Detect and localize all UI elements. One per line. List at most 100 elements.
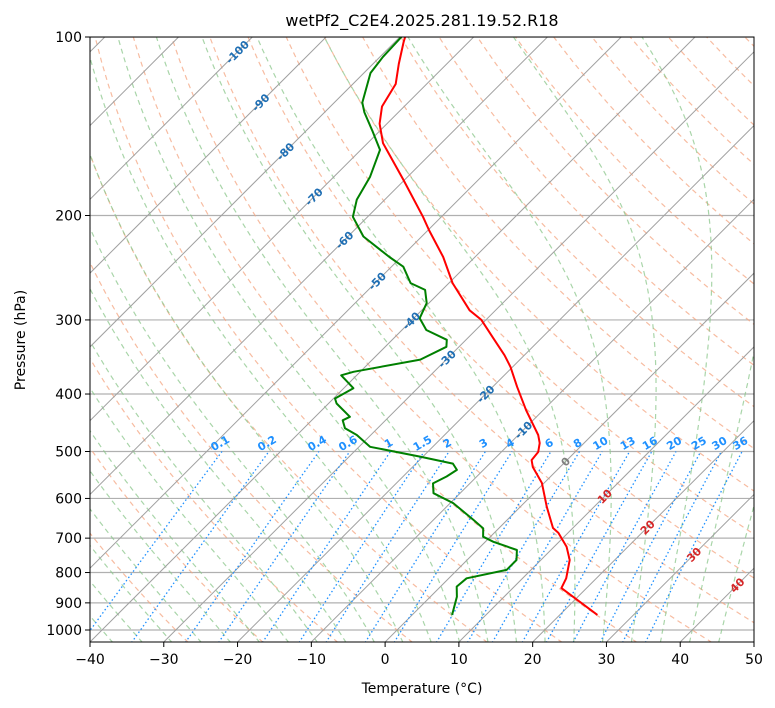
dry-adiabat — [209, 37, 754, 624]
moist-adiabat — [90, 287, 347, 642]
mixing-ratio-line — [521, 451, 631, 642]
dry-adiabat — [706, 37, 754, 87]
profiles — [334, 37, 598, 616]
x-tick-label: 0 — [381, 652, 390, 668]
x-tick-label: 30 — [598, 652, 616, 668]
dry-adiabat — [90, 357, 339, 642]
dry-adiabat — [90, 532, 189, 642]
mixing-ratio-label: 10 — [591, 434, 611, 453]
isotherm — [90, 37, 696, 642]
dry-adiabat — [94, 37, 563, 642]
moist-adiabat — [90, 386, 290, 642]
isotherm — [90, 37, 622, 569]
mixing-ratio-label: 25 — [689, 434, 709, 453]
mixing-ratio-line — [90, 451, 223, 632]
moist-adiabat — [90, 507, 202, 642]
moist-adiabat — [90, 54, 432, 642]
mixing-ratio-label: 8 — [571, 436, 584, 451]
isotherm — [384, 272, 754, 642]
x-tick-label: 50 — [745, 652, 763, 668]
mixing-ratio-label: 6 — [543, 436, 556, 451]
dry-adiabat — [362, 37, 754, 450]
x-tick-label: 20 — [524, 652, 542, 668]
x-axis: −40 −30 −20 −10 0 10 20 30 40 50 — [75, 642, 763, 668]
y-tick-label: 200 — [55, 209, 82, 225]
mixing-ratio-line — [545, 451, 653, 642]
isotherm — [90, 37, 327, 274]
plot-frame — [89, 36, 755, 643]
moist-adiabat — [641, 37, 713, 642]
mixing-ratio-label: 13 — [618, 434, 638, 453]
dry-adiabat — [591, 37, 754, 205]
x-tick-label: 40 — [671, 652, 689, 668]
chart-title: wetPf2_C2E4.2025.281.19.52.R18 — [285, 11, 558, 31]
dry-adiabat — [247, 37, 754, 579]
mixing-ratio-line — [435, 451, 552, 642]
moist-adiabat — [90, 429, 261, 642]
isotherm-label: -80 — [274, 140, 297, 163]
y-tick-label: 300 — [55, 313, 82, 329]
y-axis-label: Pressure (hPa) — [13, 290, 29, 390]
isotherm — [90, 37, 548, 496]
mixing-ratio-label: 0.1 — [209, 433, 232, 454]
x-tick-label: 10 — [450, 652, 468, 668]
dry-adiabat — [515, 37, 754, 285]
moist-adiabat — [90, 339, 318, 642]
mixing-ratio-label: 0.4 — [305, 433, 329, 454]
dry-adiabat — [629, 37, 754, 166]
isotherm — [90, 37, 253, 201]
mixing-ratio-line — [298, 451, 425, 642]
dry-adiabat — [476, 37, 754, 326]
isotherm — [531, 419, 754, 642]
mixing-ratio-label: 3 — [477, 436, 490, 451]
dewpoint-profile-line — [334, 37, 518, 616]
moist-adiabat — [90, 469, 231, 642]
moist-adiabat — [323, 37, 576, 642]
line-labels: 0.1 0.2 0.4 0.6 1 1.5 2 3 4 6 8 10 13 16 20 25 30 36-100-… — [209, 38, 751, 596]
y-tick-label: 400 — [55, 387, 82, 403]
moist-adiabat — [90, 544, 173, 642]
mixing-ratio-line — [262, 451, 392, 642]
mixing-ratio-label: 36 — [730, 434, 750, 453]
mixing-ratio-line — [572, 451, 677, 642]
mixing-ratio-line — [393, 451, 513, 642]
isotherm — [605, 493, 754, 642]
dry-adiabat — [90, 261, 414, 642]
moist-adiabat — [201, 37, 518, 642]
mixing-ratio-line — [325, 451, 450, 642]
moist-adiabat — [90, 580, 143, 642]
moist-adiabat — [117, 37, 461, 642]
moist-adiabat — [407, 37, 612, 642]
isotherm — [310, 198, 754, 642]
isotherm — [163, 51, 754, 642]
mixing-ratio-line — [364, 451, 486, 642]
isotherm-label: -100 — [223, 38, 252, 67]
mixing-ratio-label: 30 — [710, 434, 730, 453]
plot-background-lines — [90, 37, 754, 642]
y-tick-label: 1000 — [46, 623, 82, 639]
moist-adiabat — [90, 226, 375, 642]
temperature-profile-line — [378, 37, 598, 616]
moist-adiabat — [718, 503, 754, 642]
mixing-ratio-line — [599, 451, 702, 642]
y-tick-label: 700 — [55, 531, 82, 547]
x-axis-label: Temperature (°C) — [361, 681, 483, 697]
dry-adiabat — [400, 37, 754, 408]
mixing-ratio-label: 1.5 — [411, 433, 434, 454]
mixing-ratio-line — [218, 451, 351, 642]
dry-adiabat — [90, 446, 264, 642]
dry-adiabat — [171, 37, 713, 642]
mixing-ratio-label: 20 — [664, 434, 684, 453]
isotherm — [90, 37, 401, 348]
mixing-ratio-line — [131, 451, 270, 642]
moist-adiabat — [688, 349, 754, 642]
y-tick-label: 600 — [55, 491, 82, 507]
isotherm — [90, 37, 475, 422]
x-tick-label: −10 — [297, 652, 327, 668]
y-tick-label: 500 — [55, 444, 82, 460]
isotherm-label: -70 — [303, 185, 326, 208]
mixing-ratio-label: 16 — [640, 434, 660, 453]
dry-adiabat — [90, 152, 488, 642]
isotherm — [236, 124, 754, 642]
